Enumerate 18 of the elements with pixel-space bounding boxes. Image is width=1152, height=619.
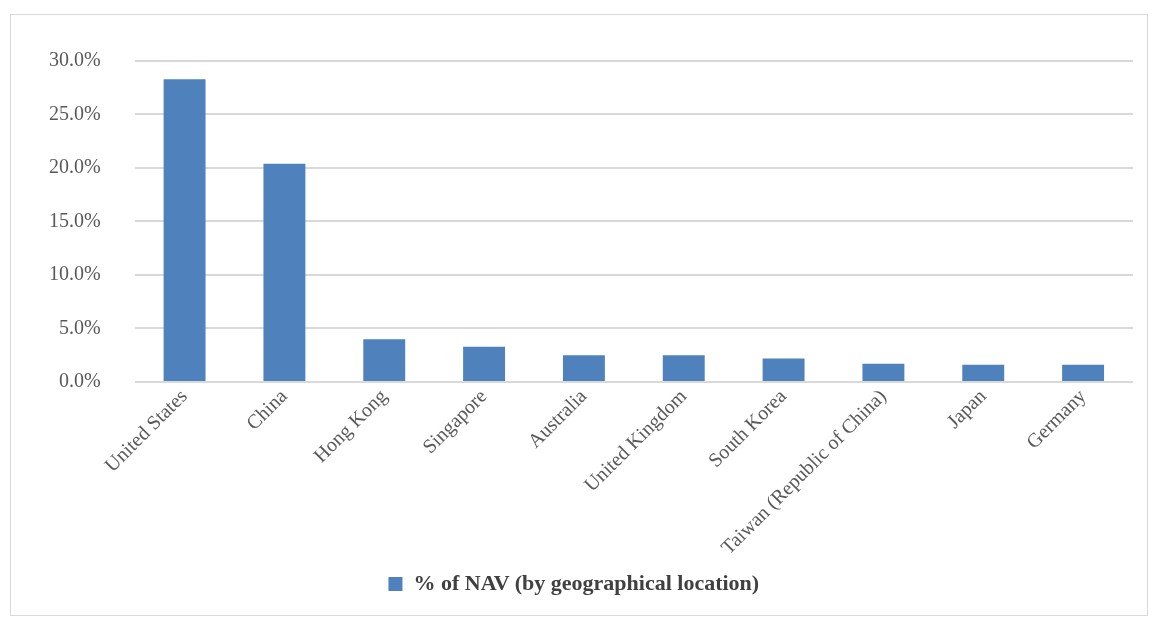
bar — [363, 339, 406, 381]
legend-label: % of NAV (by geographical location) — [413, 569, 760, 595]
y-tick-label: 20.0% — [48, 155, 101, 178]
bar — [862, 363, 905, 381]
bar — [1062, 364, 1105, 381]
bar — [662, 355, 705, 381]
y-tick-label: 5.0% — [58, 315, 101, 338]
bar — [163, 79, 206, 381]
bar — [562, 355, 605, 381]
bar — [263, 163, 306, 381]
y-tick-label: 0.0% — [58, 369, 101, 392]
y-tick-label: 15.0% — [48, 208, 101, 231]
y-tick-label: 25.0% — [48, 101, 101, 124]
y-tick-label: 10.0% — [48, 262, 101, 285]
bar — [762, 358, 805, 381]
y-tick-label: 30.0% — [48, 48, 101, 71]
bar — [463, 346, 506, 381]
bar — [962, 364, 1005, 381]
